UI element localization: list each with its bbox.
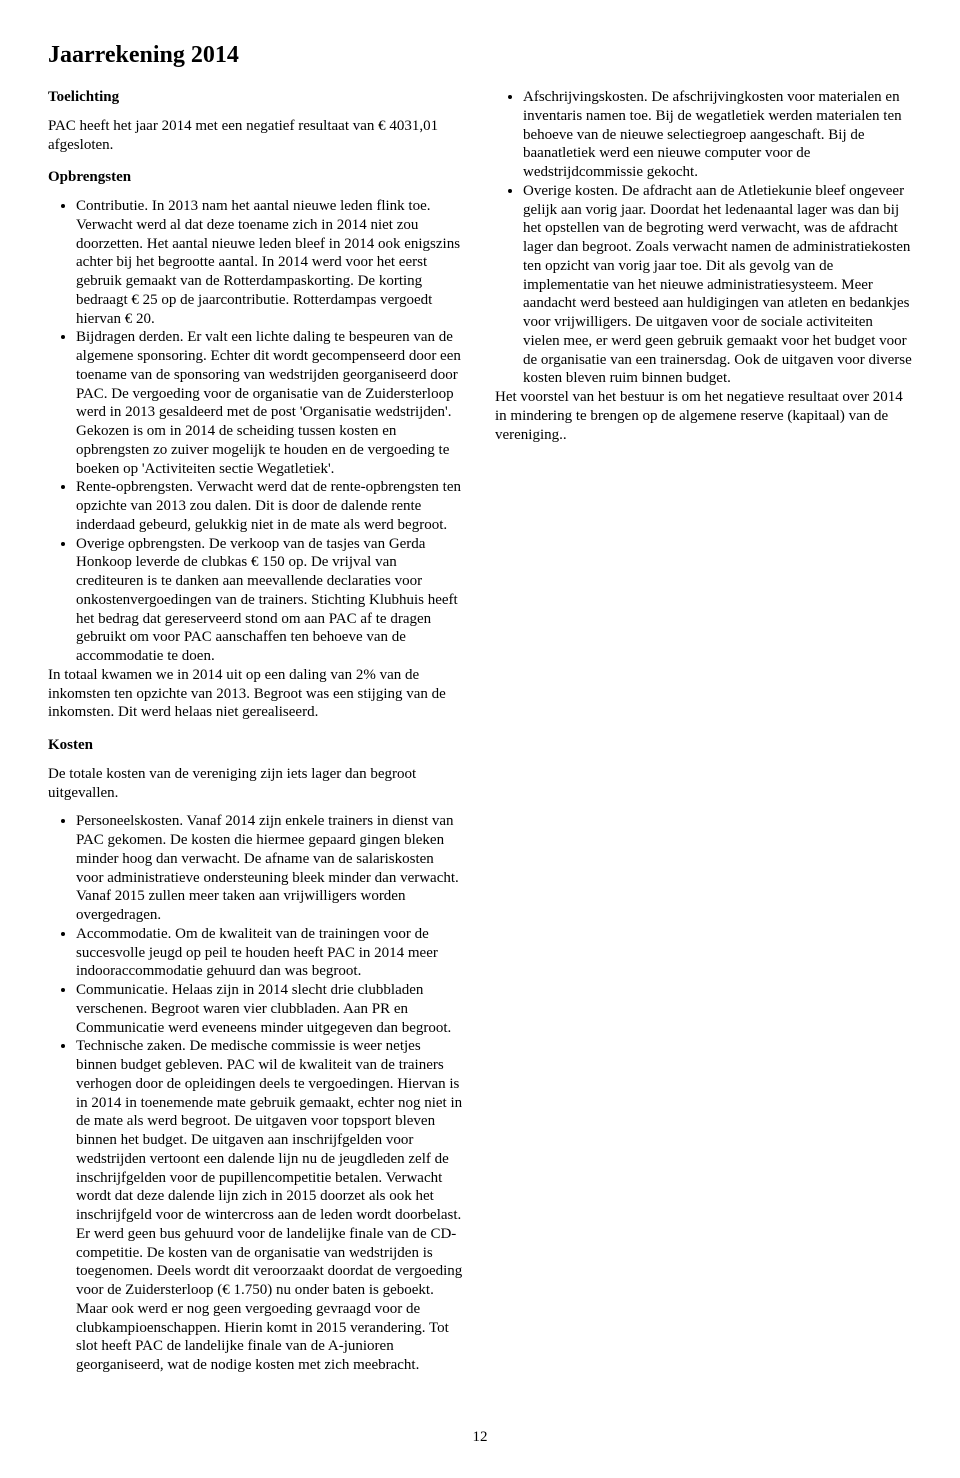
list-item: Communicatie. Helaas zijn in 2014 slecht… — [76, 981, 465, 1037]
body-columns: Toelichting PAC heeft het jaar 2014 met … — [48, 88, 912, 1408]
list-item: Bijdragen derden. Er valt een lichte dal… — [76, 328, 465, 478]
kosten-closing: Het voorstel van het bestuur is om het n… — [495, 388, 912, 444]
page-title: Jaarrekening 2014 — [48, 40, 912, 70]
opbrengsten-closing: In totaal kwamen we in 2014 uit op een d… — [48, 666, 465, 722]
toelichting-intro: PAC heeft het jaar 2014 met een negatief… — [48, 117, 465, 155]
heading-opbrengsten: Opbrengsten — [48, 168, 465, 187]
list-item: Overige kosten. De afdracht aan de Atlet… — [523, 182, 912, 388]
list-item: Contributie. In 2013 nam het aantal nieu… — [76, 197, 465, 328]
list-item: Overige opbrengsten. De verkoop van de t… — [76, 535, 465, 666]
kosten-intro: De totale kosten van de vereniging zijn … — [48, 765, 465, 803]
list-item: Personeelskosten. Vanaf 2014 zijn enkele… — [76, 812, 465, 925]
list-item: Technische zaken. De medische commissie … — [76, 1037, 465, 1375]
heading-toelichting: Toelichting — [48, 88, 465, 107]
page-number: 12 — [48, 1428, 912, 1447]
list-item: Rente-opbrengsten. Verwacht werd dat de … — [76, 478, 465, 534]
heading-kosten: Kosten — [48, 736, 465, 755]
list-item: Accommodatie. Om de kwaliteit van de tra… — [76, 925, 465, 981]
opbrengsten-list: Contributie. In 2013 nam het aantal nieu… — [48, 197, 465, 666]
list-item: Afschrijvingskosten. De afschrijvingkost… — [523, 88, 912, 182]
